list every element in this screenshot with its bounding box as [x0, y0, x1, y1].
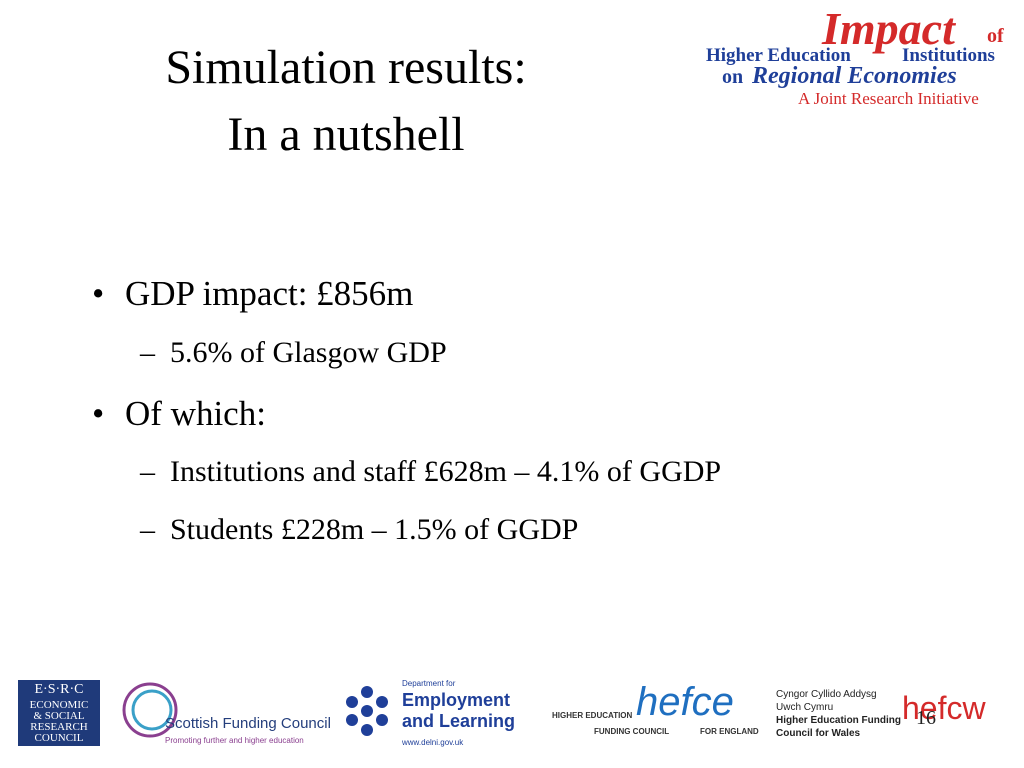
- logo-text: E·S·R·C: [34, 682, 84, 697]
- logo-text: & SOCIAL: [33, 710, 85, 722]
- logo-text: and Learning: [402, 711, 516, 731]
- title-line: Simulation results:: [165, 41, 527, 94]
- sub-text: Institutions and staff £628m – 4.1% of G…: [170, 455, 722, 488]
- logo-text: Higher Education Funding: [776, 715, 901, 726]
- logo-text: A Joint Research Initiative: [798, 89, 979, 108]
- bullet-marker: •: [92, 394, 105, 433]
- logo-text: COUNCIL: [34, 732, 84, 744]
- esrc-logo: E·S·R·C ECONOMIC & SOCIAL RESEARCH COUNC…: [18, 680, 100, 746]
- title-line: In a nutshell: [227, 108, 465, 161]
- sub-marker: –: [140, 455, 155, 488]
- logo-text: HIGHER EDUCATION: [552, 711, 633, 720]
- logo-text: Council for Wales: [776, 728, 861, 739]
- logo-text: Employment: [402, 690, 511, 710]
- logo-text: FUNDING COUNCIL: [594, 727, 670, 736]
- bullet-marker: •: [92, 274, 105, 313]
- logo-text: Uwch Cymru: [776, 702, 834, 713]
- logo-text: hefce: [636, 680, 734, 724]
- sfc-icon: [122, 682, 178, 738]
- bullet-text: GDP impact: £856m: [125, 274, 414, 313]
- logo-text: FOR ENGLAND: [700, 727, 759, 736]
- sub-text: 5.6% of Glasgow GDP: [170, 336, 447, 369]
- logo-text: Scottish Funding Council: [165, 715, 331, 732]
- logo-text: hefcw: [902, 690, 986, 726]
- logo-text: Cyngor Cyllido Addysg: [776, 689, 877, 700]
- sub-text: Students £228m – 1.5% of GGDP: [170, 513, 579, 546]
- del-icon: [346, 686, 388, 736]
- logo-text: ECONOMIC: [29, 699, 89, 711]
- sub-marker: –: [140, 513, 155, 546]
- page-number: 16: [916, 707, 936, 729]
- logo-text: RESEARCH: [30, 721, 88, 733]
- logo-text: Institutions: [902, 45, 995, 66]
- logo-text: on: [722, 66, 744, 88]
- logo-text: Promoting further and higher education: [165, 736, 304, 745]
- logo-text: Department for: [402, 679, 456, 688]
- bullet-text: Of which:: [125, 394, 266, 433]
- logo-text: Higher Education: [706, 45, 851, 66]
- logo-text: Regional Economies: [752, 63, 957, 89]
- logo-of: of: [987, 25, 1004, 47]
- sub-marker: –: [140, 336, 155, 369]
- logo-impact: Impact: [822, 3, 955, 54]
- logo-text: www.delni.gov.uk: [402, 738, 464, 747]
